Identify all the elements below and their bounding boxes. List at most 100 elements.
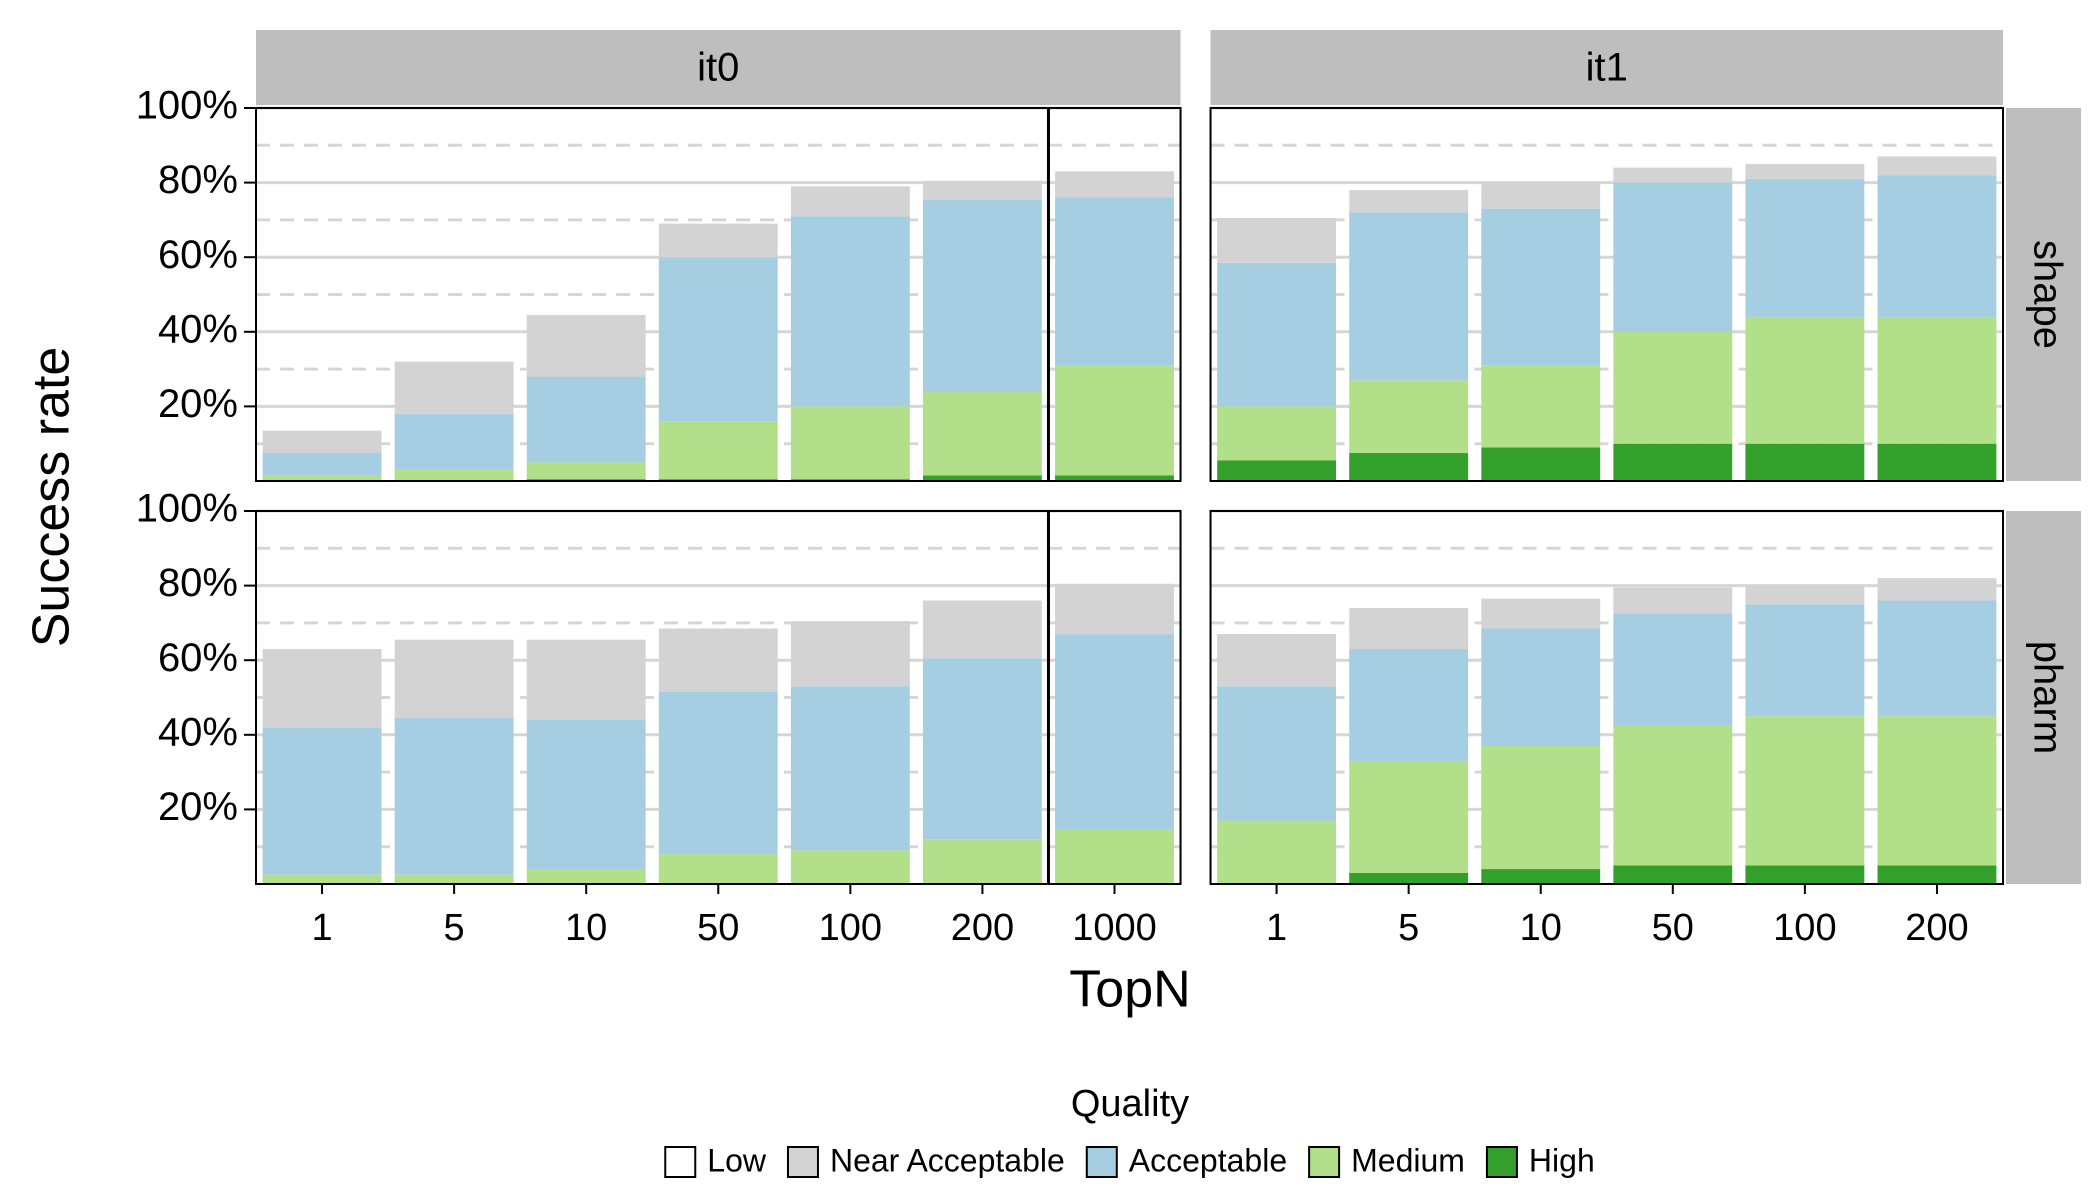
bar-segment: [1613, 587, 1733, 614]
bar-segment: [1745, 316, 1865, 444]
bar-segment: [1055, 475, 1174, 481]
x-tick-label: 50: [1652, 907, 1694, 949]
bar-segment: [790, 406, 910, 480]
bar-segment: [1745, 716, 1865, 866]
bar-segment: [1349, 607, 1469, 650]
x-tick-label: 200: [951, 907, 1014, 949]
bar-segment: [262, 649, 382, 728]
bar-segment: [262, 874, 382, 884]
y-tick-label: 60%: [158, 636, 238, 680]
bar-segment: [262, 727, 382, 875]
facet-strip: [2006, 108, 2081, 481]
legend-key: [786, 1146, 819, 1178]
bar-segment: [1481, 869, 1601, 884]
legend-label: Acceptable: [1129, 1142, 1287, 1178]
bar-segment: [1349, 212, 1469, 381]
bar-segment: [394, 469, 514, 481]
y-tick-label: 100%: [136, 487, 238, 531]
bar-segment: [526, 462, 646, 480]
bar-segment: [526, 719, 646, 870]
bar-segment: [1613, 182, 1733, 332]
y-tick-label: 60%: [158, 233, 238, 277]
bar-segment: [790, 686, 910, 851]
bar-segment: [1877, 716, 1997, 866]
bar-segment: [922, 199, 1042, 392]
bar-segment: [790, 850, 910, 884]
bar-segment: [526, 639, 646, 720]
bar-segment: [1481, 598, 1601, 629]
legend-label: Medium: [1351, 1142, 1465, 1178]
bar-segment: [1481, 208, 1601, 366]
x-tick-label: 50: [697, 907, 739, 949]
bar-segment: [922, 475, 1042, 481]
bar-segment: [658, 691, 778, 855]
facet-strip: [256, 30, 1181, 105]
facet-strip: [1210, 30, 2003, 105]
bar-segment: [526, 869, 646, 884]
bar-segment: [1877, 443, 1997, 481]
bar-segment: [922, 600, 1042, 659]
bar-segment: [394, 874, 514, 884]
legend-key: [664, 1146, 697, 1178]
bar-segment: [1613, 865, 1733, 884]
x-tick-label: 1000: [1072, 907, 1157, 949]
bar-segment: [1217, 686, 1337, 821]
x-tick-label: 10: [565, 907, 607, 949]
x-axis-title: TopN: [1069, 961, 1190, 1019]
bar-segment: [922, 180, 1042, 200]
bar-segment: [658, 257, 778, 422]
bar-segment: [526, 315, 646, 377]
bar-segment: [1877, 578, 1997, 601]
facet-strip-label: it0: [697, 46, 739, 90]
bar-segment: [1745, 865, 1865, 884]
legend-title: Quality: [1071, 1083, 1189, 1125]
facet-strip: [2006, 511, 2081, 884]
bar-segment: [1877, 175, 1997, 317]
legend-key: [1308, 1146, 1341, 1178]
bar-segment: [1217, 406, 1337, 461]
x-tick-label: 5: [444, 907, 465, 949]
legend: Low Near Acceptable Acceptable Medium High: [664, 1142, 1595, 1178]
bar-segment: [1349, 872, 1469, 884]
bar-segment: [1055, 197, 1174, 366]
legend-label: Near Acceptable: [830, 1142, 1065, 1178]
bar-segment: [922, 658, 1042, 840]
legend-key: [1085, 1146, 1118, 1178]
legend-label: Low: [707, 1142, 767, 1178]
y-tick-label: 100%: [136, 84, 238, 128]
bar-segment: [262, 453, 382, 476]
bar-segment: [790, 186, 910, 217]
bar-segment: [526, 376, 646, 463]
y-tick-label: 20%: [158, 785, 238, 829]
bar-segment: [1349, 649, 1469, 761]
facet-strip-label: shape: [2025, 240, 2069, 349]
bar-segment: [1055, 634, 1174, 830]
bar-segment: [658, 628, 778, 692]
panel-border: [1209, 510, 2004, 885]
bar-segment: [1877, 600, 1997, 717]
bar-segment: [1877, 316, 1997, 444]
y-tick-label: 80%: [158, 561, 238, 605]
bar-segment: [394, 639, 514, 719]
bar-segment: [1877, 865, 1997, 884]
bar-segment: [1217, 634, 1337, 687]
x-tick-label: 10: [1520, 907, 1562, 949]
bar-segment: [658, 854, 778, 884]
bar-segment: [1745, 178, 1865, 317]
bar-segment: [1481, 182, 1601, 209]
bar-segment: [1349, 380, 1469, 454]
x-tick-label: 1: [1266, 907, 1287, 949]
x-tick-label: 100: [1773, 907, 1836, 949]
facet-strip-label: pharm: [2025, 641, 2069, 754]
panel-border: [1209, 107, 2004, 482]
bar-segment: [1745, 443, 1865, 481]
y-tick-label: 80%: [158, 158, 238, 202]
bar-segment: [1217, 460, 1337, 481]
x-tick-label: 1: [311, 907, 332, 949]
bar-segment: [1745, 604, 1865, 717]
bar-segment: [922, 839, 1042, 884]
bar-segment: [658, 421, 778, 480]
bar-segment: [394, 718, 514, 875]
bar-segment: [1481, 628, 1601, 746]
facet-strip-label: it1: [1586, 46, 1628, 90]
